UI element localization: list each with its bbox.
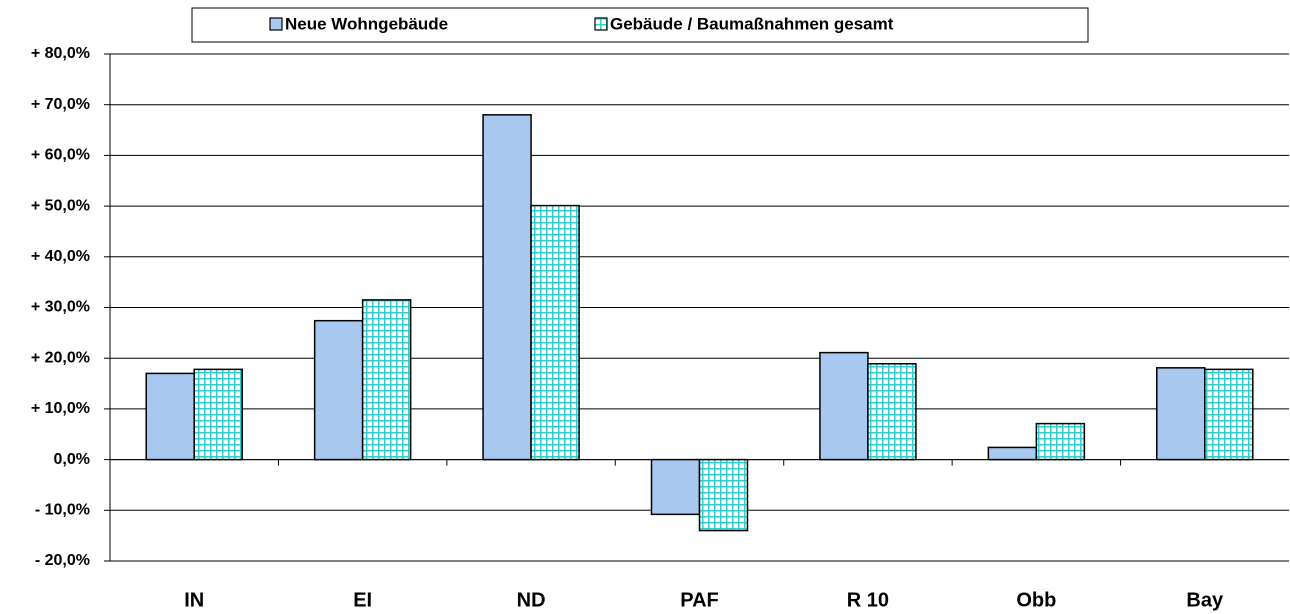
x-tick-label: Bay bbox=[1186, 589, 1224, 611]
y-tick-label: + 10,0% bbox=[31, 400, 90, 417]
bar bbox=[867, 363, 917, 461]
y-tick-label: + 30,0% bbox=[31, 299, 90, 316]
y-tick-label: + 20,0% bbox=[31, 349, 90, 366]
bar bbox=[987, 446, 1038, 461]
y-tick-label: + 50,0% bbox=[31, 197, 90, 214]
bar bbox=[530, 204, 580, 461]
bar bbox=[1156, 367, 1206, 461]
legend-label: Neue Wohngebäude bbox=[285, 14, 448, 33]
y-tick-label: - 20,0% bbox=[35, 552, 90, 569]
bar bbox=[819, 351, 869, 461]
bar bbox=[313, 319, 364, 461]
bar bbox=[145, 372, 195, 461]
y-tick-label: + 80,0% bbox=[31, 45, 90, 62]
bar bbox=[1204, 368, 1254, 461]
x-tick-label: ND bbox=[517, 589, 546, 611]
y-tick-label: - 10,0% bbox=[35, 502, 90, 519]
bar bbox=[193, 368, 243, 461]
bar bbox=[361, 299, 412, 461]
y-tick-label: + 60,0% bbox=[31, 147, 90, 164]
x-tick-label: R 10 bbox=[847, 589, 889, 611]
legend-label: Gebäude / Baumaßnahmen gesamt bbox=[610, 14, 894, 33]
x-tick-label: IN bbox=[184, 589, 204, 611]
bar bbox=[1035, 422, 1086, 461]
y-tick-label: + 70,0% bbox=[31, 96, 90, 113]
x-tick-label: Obb bbox=[1016, 589, 1056, 611]
bar bbox=[650, 458, 701, 516]
legend-swatch bbox=[269, 17, 283, 31]
legend-box bbox=[191, 7, 1089, 43]
y-tick-label: + 40,0% bbox=[31, 248, 90, 265]
bar bbox=[482, 114, 532, 461]
bar bbox=[698, 458, 749, 532]
x-tick-label: PAF bbox=[680, 589, 719, 611]
y-tick-label: 0,0% bbox=[54, 451, 90, 468]
x-tick-label: EI bbox=[353, 589, 372, 611]
legend-swatch bbox=[594, 17, 608, 31]
